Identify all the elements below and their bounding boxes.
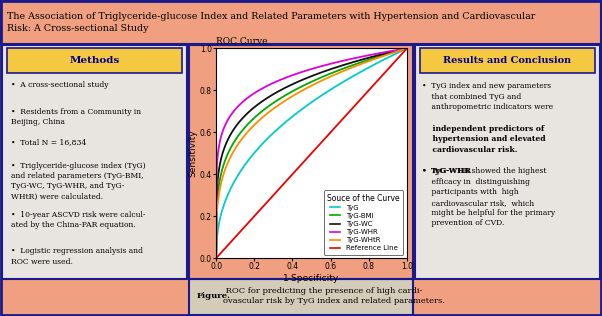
Text: ROC for predicting the presence of high cardi-
ovascular risk by TyG index and r: ROC for predicting the presence of high … — [223, 287, 445, 305]
Text: •  TyG index and new parameters
    that combined TyG and
    anthropometric ind: • TyG index and new parameters that comb… — [422, 82, 553, 111]
FancyBboxPatch shape — [420, 48, 595, 73]
Y-axis label: Sensitivity: Sensitivity — [188, 130, 197, 177]
Text: TyG-WHR: TyG-WHR — [431, 167, 472, 175]
Text: Figure.: Figure. — [196, 292, 230, 301]
FancyBboxPatch shape — [1, 1, 601, 44]
Text: •  Total N = 16,834: • Total N = 16,834 — [11, 138, 86, 146]
Legend: TyG, TyG-BMI, TyG-WC, TyG-WHR, TyG-WHtR, Reference Line: TyG, TyG-BMI, TyG-WC, TyG-WHR, TyG-WHtR,… — [324, 190, 403, 255]
Text: •: • — [422, 167, 432, 175]
FancyBboxPatch shape — [415, 45, 600, 279]
Text: Methods: Methods — [69, 56, 120, 65]
Text: •  Triglyceride-glucose index (TyG)
and related parameters (TyG-BMI,
TyG-WC, TyG: • Triglyceride-glucose index (TyG) and r… — [11, 162, 146, 200]
Text: •  A cross-sectional study: • A cross-sectional study — [11, 81, 108, 88]
FancyBboxPatch shape — [2, 45, 187, 279]
Text: ROC Curve: ROC Curve — [216, 37, 268, 46]
X-axis label: 1-Specificity: 1-Specificity — [284, 274, 340, 283]
FancyBboxPatch shape — [7, 48, 182, 73]
Text: •  Residents from a Community in
Beijing, China: • Residents from a Community in Beijing,… — [11, 108, 141, 126]
Text: Results and Conclusion: Results and Conclusion — [444, 56, 571, 65]
FancyBboxPatch shape — [189, 279, 413, 315]
Text: •  Logistic regression analysis and
ROC were used.: • Logistic regression analysis and ROC w… — [11, 247, 143, 265]
Text: •  10-year ASCVD risk were calcul-
ated by the China-PAR equation.: • 10-year ASCVD risk were calcul- ated b… — [11, 211, 145, 229]
Text: independent predictors of
    hypertension and elevated
    cardiovascular risk.: independent predictors of hypertension a… — [422, 125, 545, 154]
Text: The Association of Triglyceride-glucose Index and Related Parameters with Hypert: The Association of Triglyceride-glucose … — [7, 12, 535, 33]
Text: •  TyG-WHR showed the highest
    efficacy in  distinguishing
    participants w: • TyG-WHR showed the highest efficacy in… — [422, 167, 555, 228]
